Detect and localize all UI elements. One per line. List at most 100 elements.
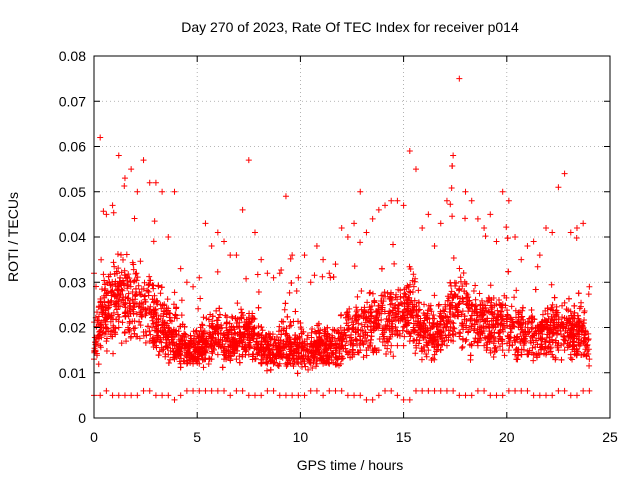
data-point (406, 288, 413, 295)
data-point-low (456, 392, 463, 399)
data-point-high (103, 211, 110, 218)
data-point (331, 327, 338, 334)
data-point (172, 342, 179, 349)
data-point (165, 334, 172, 341)
data-point (126, 318, 133, 325)
data-point (445, 337, 452, 344)
data-point (245, 320, 252, 327)
data-point (272, 353, 279, 360)
data-point (352, 336, 359, 343)
data-point-high (326, 270, 333, 277)
data-point (217, 330, 224, 337)
data-point (585, 337, 592, 344)
data-point (449, 294, 456, 301)
data-point (450, 312, 457, 319)
data-point (294, 370, 301, 377)
data-point (364, 323, 371, 330)
data-point (311, 355, 318, 362)
data-point (236, 324, 243, 331)
data-point (209, 322, 216, 329)
data-point-high (481, 224, 488, 231)
data-point-low (196, 387, 203, 394)
data-point (395, 302, 402, 309)
data-point (227, 326, 234, 333)
data-point-median (351, 351, 358, 358)
data-point (388, 323, 395, 330)
data-point (117, 274, 124, 281)
data-point (163, 339, 170, 346)
data-point (404, 282, 411, 289)
data-point (539, 311, 546, 318)
data-point (512, 339, 519, 346)
data-point-low (159, 392, 166, 399)
data-point (150, 238, 157, 245)
data-point (569, 356, 576, 363)
data-point-median (573, 351, 580, 358)
data-point (223, 327, 230, 334)
data-point-high (208, 243, 215, 250)
data-point (150, 307, 157, 314)
data-point (433, 348, 440, 355)
data-point (523, 331, 530, 338)
data-point-median (382, 342, 389, 349)
data-point-high (388, 197, 395, 204)
data-point (394, 328, 401, 335)
data-point (327, 274, 334, 281)
data-point (447, 314, 454, 321)
data-point-high (351, 220, 358, 227)
data-point (162, 351, 169, 358)
data-point-median (518, 351, 525, 358)
data-point (157, 327, 164, 334)
data-point (506, 339, 513, 346)
data-point (149, 296, 156, 303)
data-point (561, 333, 568, 340)
data-point (552, 313, 559, 320)
data-point (460, 270, 467, 277)
data-point (368, 315, 375, 322)
y-tick-label: 0.06 (59, 139, 86, 155)
data-point (311, 328, 318, 335)
data-point (284, 313, 291, 320)
data-point (284, 354, 291, 361)
data-point-low (227, 392, 234, 399)
data-point (100, 208, 107, 215)
data-point-high (406, 148, 413, 155)
data-point (472, 282, 479, 289)
data-point (483, 323, 490, 330)
data-point-low (251, 392, 258, 399)
data-point (527, 337, 534, 344)
data-point (197, 295, 204, 302)
data-point (564, 344, 571, 351)
data-point (102, 321, 109, 328)
data-point (162, 343, 169, 350)
data-point-median (115, 324, 122, 331)
data-point-low (586, 387, 593, 394)
data-point (131, 215, 138, 222)
data-point (402, 291, 409, 298)
data-point-median (332, 360, 339, 367)
data-point (96, 331, 103, 338)
data-point (205, 361, 212, 368)
data-point (449, 162, 456, 169)
data-point (392, 310, 399, 317)
data-point (387, 301, 394, 308)
data-point (348, 337, 355, 344)
data-point (395, 301, 402, 308)
data-point (534, 322, 541, 329)
data-point (131, 277, 138, 284)
data-point (459, 336, 466, 343)
data-point-low (555, 387, 562, 394)
data-point (306, 359, 313, 366)
data-point-median (221, 356, 228, 363)
data-point (357, 327, 364, 334)
data-point (313, 343, 320, 350)
data-point (551, 294, 558, 301)
data-point (288, 322, 295, 329)
data-point (203, 315, 210, 322)
data-point (263, 332, 270, 339)
data-point (434, 336, 441, 343)
data-point (456, 286, 463, 293)
data-point (115, 298, 122, 305)
data-point (414, 312, 421, 319)
data-point-median (338, 356, 345, 363)
